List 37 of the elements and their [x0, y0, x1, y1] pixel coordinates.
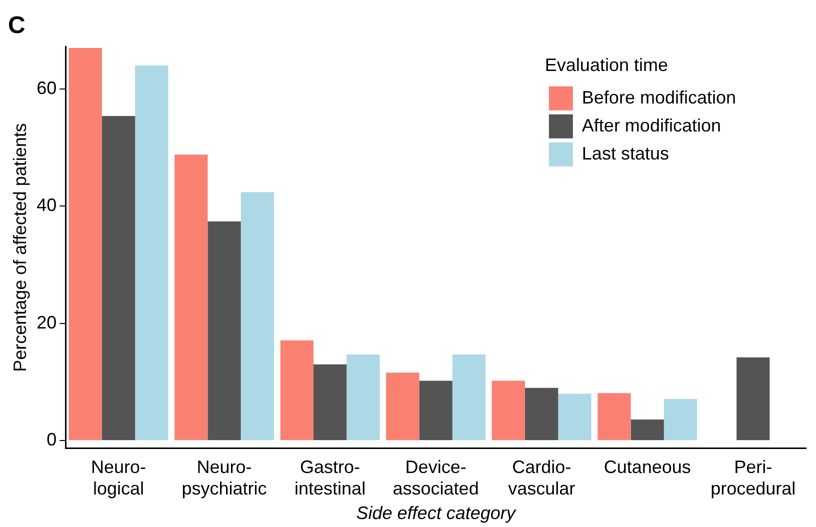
x-tick-label: Peri- procedural	[710, 456, 796, 499]
bar	[174, 154, 208, 440]
x-tick-label: Neuro- psychiatric	[182, 456, 267, 499]
bar	[598, 393, 631, 440]
bar	[386, 372, 420, 440]
bar	[558, 394, 592, 440]
legend-label: Last status	[582, 143, 669, 164]
bar	[68, 48, 102, 440]
bar	[630, 419, 664, 440]
bar	[736, 357, 770, 440]
bar	[135, 66, 168, 440]
legend-title: Evaluation time	[544, 54, 668, 75]
y-tick-label: 0	[46, 430, 57, 450]
x-tick-label: Gastro- intestinal	[294, 456, 366, 499]
bar	[280, 340, 314, 440]
bar	[492, 380, 526, 440]
bar	[240, 192, 274, 440]
bar	[664, 398, 698, 440]
y-tick-label: 60	[36, 78, 57, 98]
y-tick-label: 20	[36, 312, 57, 332]
chart-title: C	[8, 12, 26, 40]
bar	[208, 221, 241, 440]
x-tick-label: Cardio- vascular	[508, 456, 576, 499]
bar	[102, 116, 136, 440]
bar	[452, 354, 486, 440]
bar	[419, 380, 452, 440]
x-axis-title: Side effect category	[356, 503, 516, 524]
bar	[346, 354, 380, 440]
bar	[525, 388, 558, 440]
y-axis-title: Percentage of affected patients	[10, 123, 30, 372]
legend-label: Before modification	[582, 87, 736, 108]
y-tick-label: 40	[36, 195, 57, 216]
legend-label: After modification	[582, 115, 721, 136]
bar	[313, 364, 347, 440]
x-tick-label: Cutaneous	[604, 456, 691, 477]
x-tick-label: Device- associated	[392, 456, 479, 499]
x-tick-label: Neuro- logical	[90, 456, 146, 499]
